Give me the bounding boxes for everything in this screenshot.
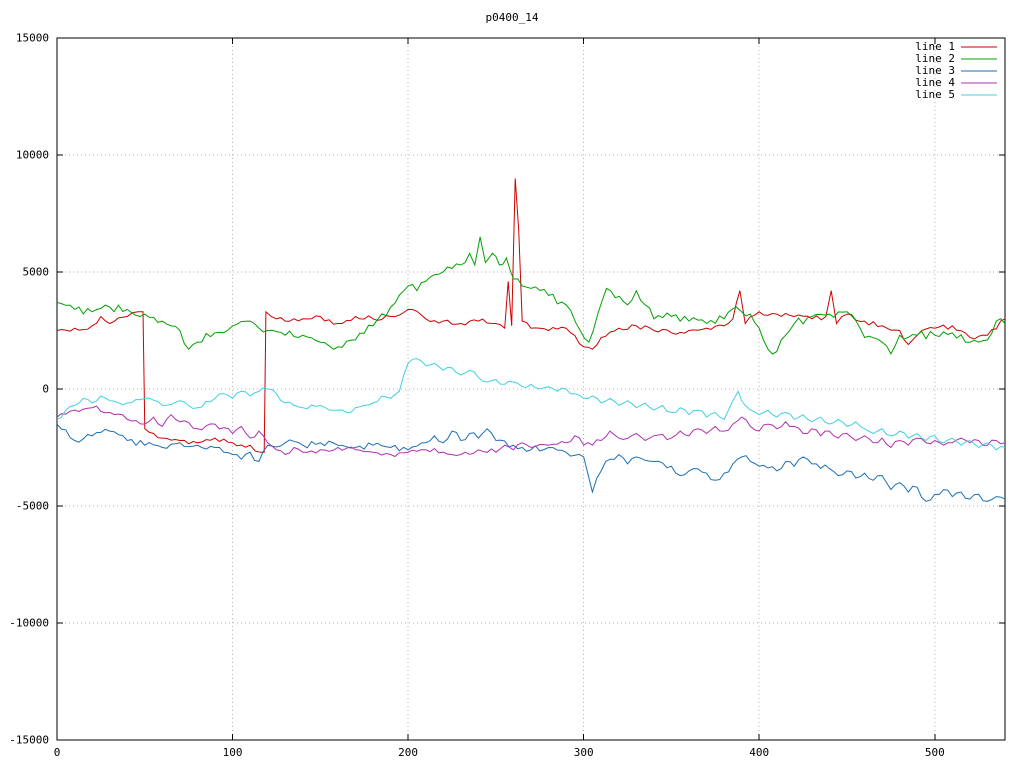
chart-title: p0400_14 <box>485 11 539 24</box>
series-line-2 <box>57 236 1005 355</box>
y-tick-label: 15000 <box>16 32 49 45</box>
x-tick-label: 200 <box>398 746 418 759</box>
series-group <box>57 178 1005 502</box>
legend-label: line 2 <box>915 52 955 65</box>
x-tick-label: 0 <box>54 746 61 759</box>
x-tick-label: 100 <box>223 746 243 759</box>
series-line-1 <box>57 178 1005 453</box>
legend-label: line 5 <box>915 88 955 101</box>
y-tick-label: 10000 <box>16 149 49 162</box>
y-tick-label: -5000 <box>16 500 49 513</box>
plot-border <box>56 37 1006 741</box>
series-line-3 <box>57 423 1005 502</box>
x-tick-label: 300 <box>574 746 594 759</box>
tick-marks <box>56 37 1005 741</box>
x-tick-label: 500 <box>925 746 945 759</box>
y-tick-label: 5000 <box>23 266 50 279</box>
grid-lines <box>57 38 1005 740</box>
y-tick-label: -15000 <box>9 734 49 747</box>
y-tick-label: -10000 <box>9 617 49 630</box>
y-tick-label: 0 <box>42 383 49 396</box>
legend-label: line 3 <box>915 64 955 77</box>
series-line-4 <box>57 405 1005 458</box>
x-tick-label: 400 <box>749 746 769 759</box>
legend-label: line 4 <box>915 76 955 89</box>
series-line-5 <box>57 358 1005 451</box>
legend-label: line 1 <box>915 40 955 53</box>
